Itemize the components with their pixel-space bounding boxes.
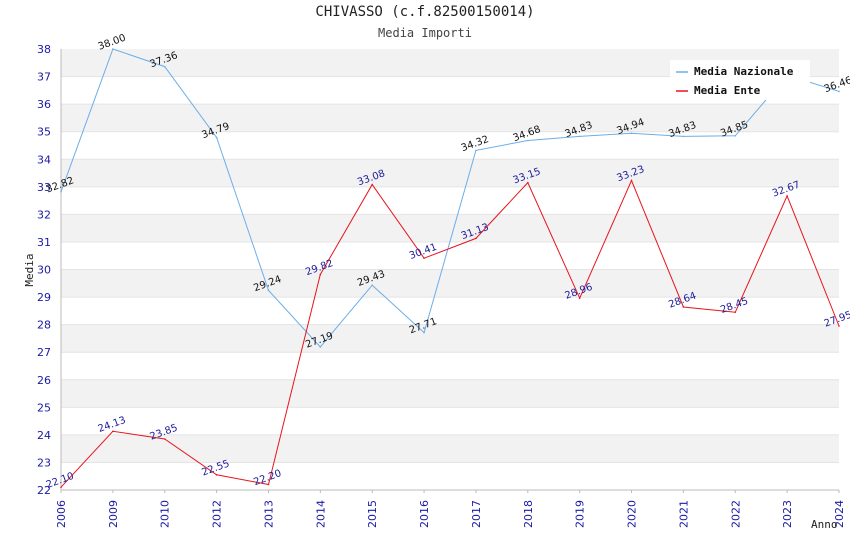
data-point [423,331,425,334]
x-tick-label: 2009 [107,500,120,528]
y-tick-label: 29 [37,291,51,304]
y-tick-label: 35 [37,126,51,139]
grid-band [61,379,839,408]
x-tick-label: 2017 [470,500,483,528]
data-point [630,179,633,182]
data-point [838,90,840,93]
legend-box [670,60,810,100]
y-tick-label: 22 [37,484,51,497]
y-tick-label: 23 [37,456,51,469]
data-point [371,284,374,287]
grid-bands [61,49,839,491]
data-point [319,273,322,276]
data-point [423,257,425,259]
y-tick-label: 32 [37,208,51,221]
y-tick-label: 24 [37,429,51,442]
x-tick-label: 2019 [574,500,587,528]
x-tick-label: 2022 [729,500,742,528]
y-tick-label: 28 [37,319,51,332]
data-point [838,325,840,327]
x-tick-label: 2013 [262,500,275,528]
y-tick-label: 25 [37,401,51,414]
data-labels: 32.8238.0037.3634.7929.2427.1929.4327.71… [45,33,850,491]
y-tick-labels: 22 23 24 25 26 27 28 29 30 31 32 33 34 35 36 37 38 [37,43,51,497]
legend: Media Nazionale Media Ente [670,60,810,100]
chart-title: CHIVASSO (c.f.82500150014) [315,4,535,20]
y-tick-label: 31 [37,236,51,249]
data-point [371,183,374,186]
x-tick-label: 2016 [418,500,431,528]
x-tick-label: 2020 [626,500,639,528]
series-line-nazionale [60,48,840,348]
chart-subtitle: Media Importi [378,26,472,40]
data-label: 32.82 [45,175,76,195]
x-tick-label: 2021 [677,500,690,528]
data-point [215,474,218,476]
grid-band [61,324,839,353]
x-tick-label: 2014 [314,500,327,528]
data-label: 36.46 [823,75,850,95]
data-point [475,237,477,240]
grid-band [61,269,839,298]
grid-band [61,434,839,463]
x-tick-label: 2006 [55,500,68,528]
y-tick-label: 27 [37,346,51,359]
data-point [527,139,529,142]
data-point [475,149,477,152]
axes [60,49,839,491]
x-tick-label: 2024 [833,500,846,528]
data-point [267,483,270,486]
data-point [163,65,166,68]
data-point [630,132,633,135]
y-tick-label: 30 [37,264,51,277]
data-point [319,346,322,348]
data-label: 34.32 [460,134,491,154]
data-point [112,48,114,50]
data-point [60,190,62,193]
data-point [578,135,581,138]
y-tick-label: 34 [37,153,51,166]
data-label: 30.41 [408,242,439,262]
x-tick-label: 2018 [522,500,535,528]
grid-band [61,104,839,132]
x-tick-label: 2012 [211,500,224,528]
data-point [112,430,114,433]
y-tick-label: 37 [37,71,51,84]
y-tick-label: 26 [37,374,51,387]
x-axis-label: Anno [811,518,838,531]
series-lines [60,48,840,489]
x-tick-label: 2015 [366,500,379,528]
grid-band [61,214,839,242]
data-point [682,306,685,308]
legend-label-nazionale: Media Nazionale [694,65,794,78]
data-point [734,311,737,314]
legend-label-ente: Media Ente [694,84,761,97]
data-label: 22.10 [45,471,76,491]
data-label: 22.20 [252,468,283,488]
y-tick-label: 38 [37,43,51,56]
y-tick-label: 33 [37,181,51,194]
data-point [215,136,218,139]
series-line-ente [60,179,840,488]
data-point [578,297,581,299]
x-tick-labels: 2006 2009 2010 2012 2013 2014 2015 2016 2017 2018… [55,490,846,528]
data-point [786,195,788,197]
y-axis-label: Media [23,253,36,286]
y-tick-label: 36 [37,98,51,111]
grid-band [61,159,839,187]
data-point [682,135,685,138]
data-point [734,135,737,137]
data-point [163,438,166,440]
x-tick-label: 2023 [781,500,794,528]
x-tick-label: 2010 [159,500,172,528]
data-point [527,181,529,184]
data-label: 28.45 [719,296,750,316]
data-point [267,289,270,292]
data-point [60,486,62,489]
